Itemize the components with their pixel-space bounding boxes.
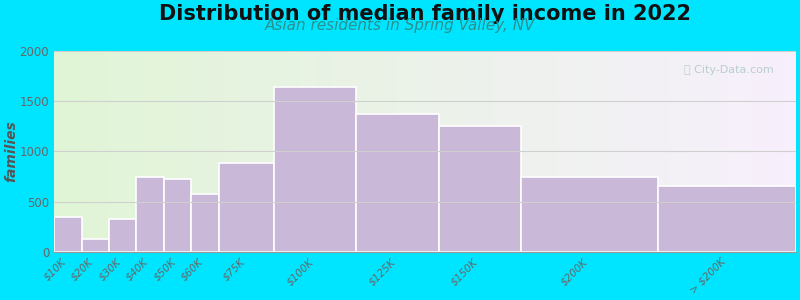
Text: Ⓜ City-Data.com: Ⓜ City-Data.com [684,65,774,75]
Bar [521,178,658,252]
Bar [82,239,109,252]
Bar [191,194,219,252]
Bar [164,179,191,252]
Bar [219,164,274,252]
Bar [356,114,438,252]
Y-axis label: families: families [4,120,18,182]
Bar [658,185,796,252]
Bar [109,219,137,252]
Bar [137,178,164,252]
Text: Asian residents in Spring Valley, NV: Asian residents in Spring Valley, NV [265,18,535,33]
Title: Distribution of median family income in 2022: Distribution of median family income in … [159,4,691,24]
Bar [54,217,82,252]
Bar [438,126,521,252]
Bar [274,87,356,252]
